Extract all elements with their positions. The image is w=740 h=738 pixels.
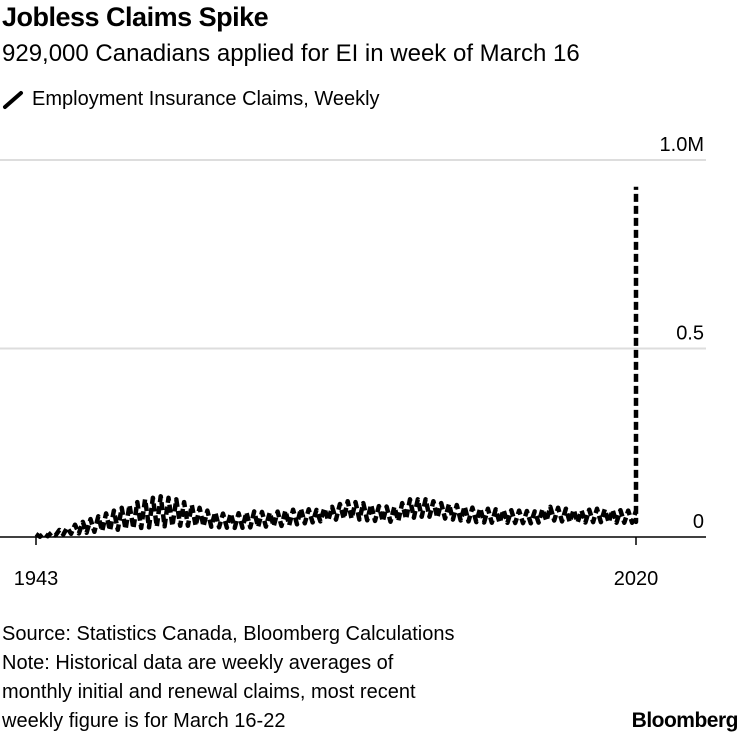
bloomberg-logo: Bloomberg (631, 709, 739, 732)
source-text: Source: Statistics Canada, Bloomberg Cal… (2, 623, 455, 645)
note-line-2: monthly initial and renewal claims, most… (2, 681, 416, 703)
grid-lines (0, 159, 706, 350)
source-note: Source: Statistics Canada, Bloomberg Cal… (2, 620, 602, 736)
chart-area: 0 0.5 1.0M 1943 2020 (0, 134, 706, 590)
note-line-3: weekly figure is for March 16-22 (2, 710, 286, 732)
y-tick-label: 0.5 (676, 323, 704, 345)
y-tick-label: 1.0M (660, 134, 704, 156)
legend-line-icon (3, 90, 23, 109)
legend-label: Employment Insurance Claims, Weekly (32, 88, 380, 110)
chart-subtitle: 929,000 Canadians applied for EI in week… (2, 40, 580, 67)
x-tick-label: 2020 (614, 568, 659, 590)
x-tick-label: 1943 (14, 568, 59, 590)
note-line-1: Note: Historical data are weekly average… (2, 652, 394, 674)
series-line-ei-claims (34, 186, 639, 539)
series-layer (34, 186, 639, 539)
y-tick-label: 0 (693, 511, 704, 533)
chart-title: Jobless Claims Spike (2, 2, 269, 32)
legend: Employment Insurance Claims, Weekly (2, 88, 380, 111)
axis-layer: 0 0.5 1.0M 1943 2020 (0, 134, 706, 590)
